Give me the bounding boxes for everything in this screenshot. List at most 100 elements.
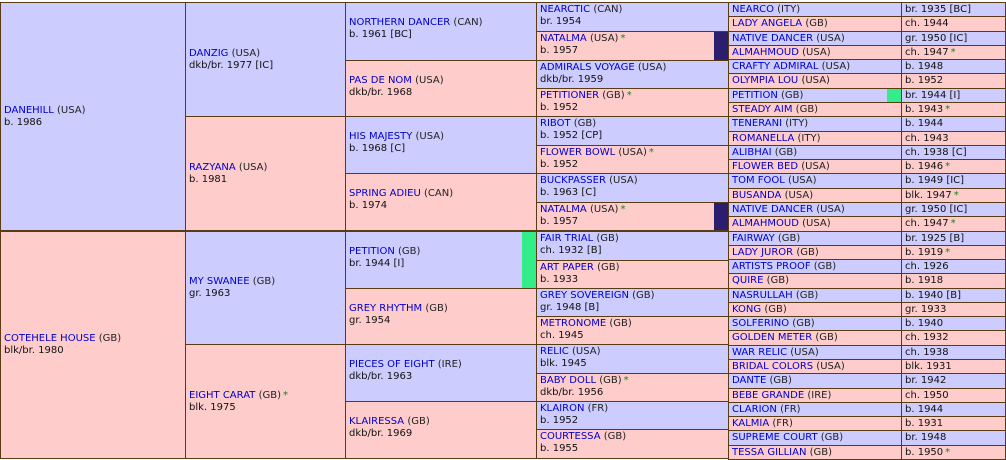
horse-link[interactable]: OLYMPIA LOU bbox=[732, 75, 799, 86]
pedigree-cell-gen4: GREY SOVEREIGN (GB) gr. 1948 [B] bbox=[536, 288, 729, 317]
horse-link[interactable]: RELIC bbox=[540, 346, 569, 357]
horse-link[interactable]: FAIRWAY bbox=[732, 233, 775, 244]
horse-info: b. 1963 [C] bbox=[540, 187, 597, 198]
horse-link[interactable]: BUCKPASSER bbox=[540, 175, 606, 186]
pedigree-cell-gen5-info: ch. 1950 bbox=[901, 388, 1006, 403]
horse-link[interactable]: COURTESSA bbox=[540, 431, 601, 442]
pedigree-cell-gen5-name: CLARION (FR) bbox=[728, 402, 902, 417]
horse-link[interactable]: KALMIA bbox=[732, 418, 770, 429]
horse-info: dkb/br. 1963 bbox=[349, 371, 413, 382]
horse-info: ch. 1926 bbox=[905, 261, 949, 272]
horse-link[interactable]: ROMANELLA bbox=[732, 133, 795, 144]
horse-link[interactable]: NASRULLAH bbox=[732, 290, 793, 301]
country-code: (USA) bbox=[238, 161, 268, 173]
country-code: (USA) bbox=[589, 204, 619, 215]
horse-info: br. 1954 bbox=[540, 16, 582, 27]
horse-link[interactable]: BRIDAL COLORS bbox=[732, 361, 814, 372]
horse-link[interactable]: DANEHILL bbox=[4, 104, 54, 116]
country-code: (USA) bbox=[816, 33, 845, 44]
horse-link[interactable]: KLAIRON bbox=[540, 403, 585, 414]
horse-info: b. 1944 bbox=[905, 404, 944, 415]
country-code: (GB) bbox=[258, 389, 281, 401]
pedigree-cell-gen5-info: gr. 1950 [IC] bbox=[901, 31, 1006, 46]
horse-link[interactable]: NEARCO bbox=[732, 4, 774, 15]
horse-link[interactable]: PETITION bbox=[349, 246, 395, 257]
pedigree-cell-gen5-info: ch. 1926 bbox=[901, 259, 1006, 274]
horse-info: dkb/br. 1956 bbox=[540, 387, 604, 398]
pedigree-cell-gen5-info: b. 1940 [B] bbox=[901, 288, 1006, 303]
horse-link[interactable]: RAZYANA bbox=[189, 161, 236, 173]
horse-link[interactable]: RIBOT bbox=[540, 118, 571, 129]
horse-link[interactable]: TESSA GILLIAN bbox=[732, 447, 807, 458]
country-code: (FR) bbox=[587, 403, 609, 414]
horse-info: b. 1986 bbox=[4, 116, 43, 128]
horse-link[interactable]: GREY RHYTHM bbox=[349, 303, 423, 314]
horse-link[interactable]: ADMIRALS VOYAGE bbox=[540, 62, 635, 73]
horse-link[interactable]: COTEHELE HOUSE bbox=[4, 333, 96, 344]
country-code: (USA) bbox=[618, 147, 647, 158]
horse-info: b. 1974 bbox=[349, 200, 388, 211]
horse-link[interactable]: NATALMA bbox=[540, 204, 587, 215]
country-code: (GB) bbox=[603, 431, 627, 442]
star-icon: * bbox=[620, 33, 626, 44]
horse-link[interactable]: TENERANI bbox=[732, 118, 783, 129]
horse-link[interactable]: GREY SOVEREIGN bbox=[540, 290, 629, 301]
horse-link[interactable]: LADY JUROR bbox=[732, 247, 794, 258]
horse-link[interactable]: CRAFTY ADMIRAL bbox=[732, 61, 819, 72]
country-code: (GB) bbox=[792, 318, 815, 329]
horse-link[interactable]: NATIVE DANCER bbox=[732, 33, 814, 44]
horse-link[interactable]: SOLFERINO bbox=[732, 318, 790, 329]
horse-link[interactable]: DANZIG bbox=[189, 47, 229, 59]
horse-link[interactable]: LADY ANGELA bbox=[732, 18, 803, 29]
horse-link[interactable]: DANTE bbox=[732, 375, 767, 386]
horse-link[interactable]: NATALMA bbox=[540, 33, 587, 44]
pedigree-cell-gen3: PETITION (GB) br. 1944 [I] bbox=[345, 231, 537, 289]
horse-link[interactable]: EIGHT CARAT bbox=[189, 389, 256, 401]
horse-link[interactable]: METRONOME bbox=[540, 318, 607, 329]
country-code: (GB) bbox=[813, 261, 837, 272]
horse-link[interactable]: CLARION bbox=[732, 404, 777, 415]
horse-link[interactable]: QUIRE bbox=[732, 275, 764, 286]
horse-link[interactable]: FLOWER BOWL bbox=[540, 147, 616, 158]
star-icon: * bbox=[626, 90, 632, 101]
horse-link[interactable]: ALIBHAI bbox=[732, 147, 772, 158]
pedigree-cell-gen4: RELIC (USA) blk. 1945 bbox=[536, 344, 729, 374]
pedigree-cell-gen5-info: ch. 1943 bbox=[901, 131, 1006, 146]
horse-link[interactable]: TOM FOOL bbox=[732, 175, 785, 186]
horse-info: blk. 1947 bbox=[905, 190, 952, 201]
horse-info: gr. 1954 bbox=[349, 315, 391, 326]
horse-link[interactable]: PIECES OF EIGHT bbox=[349, 359, 435, 370]
horse-info: b. 1949 [IC] bbox=[905, 175, 965, 186]
horse-info: gr. 1963 bbox=[189, 288, 231, 299]
country-code: (GB) bbox=[407, 416, 430, 427]
country-code: (USA) bbox=[637, 62, 667, 73]
horse-link[interactable]: ALMAHMOUD bbox=[732, 218, 799, 229]
horse-link[interactable]: KLAIRESSA bbox=[349, 416, 405, 427]
horse-link[interactable]: NEARCTIC bbox=[540, 4, 591, 15]
horse-link[interactable]: NORTHERN DANCER bbox=[349, 17, 451, 28]
horse-link[interactable]: PAS DE NOM bbox=[349, 75, 412, 86]
horse-link[interactable]: PETITION bbox=[732, 90, 778, 101]
horse-link[interactable]: PETITIONER bbox=[540, 90, 600, 101]
pedigree-cell-gen5-info: b. 1948 bbox=[901, 59, 1006, 74]
horse-link[interactable]: NATIVE DANCER bbox=[732, 204, 814, 215]
horse-link[interactable]: HIS MAJESTY bbox=[349, 131, 413, 142]
horse-link[interactable]: KONG bbox=[732, 304, 762, 315]
horse-info: b. 1940 bbox=[905, 318, 944, 329]
horse-link[interactable]: ART PAPER bbox=[540, 262, 594, 273]
horse-link[interactable]: ARTISTS PROOF bbox=[732, 261, 811, 272]
horse-link[interactable]: BEBE GRANDE bbox=[732, 390, 805, 401]
horse-link[interactable]: FAIR TRIAL bbox=[540, 233, 594, 244]
country-code: (USA) bbox=[609, 175, 638, 186]
horse-link[interactable]: SPRING ADIEU bbox=[349, 188, 421, 199]
horse-link[interactable]: GOLDEN METER bbox=[732, 332, 813, 343]
horse-link[interactable]: BUSANDA bbox=[732, 190, 782, 201]
horse-link[interactable]: FLOWER BED bbox=[732, 161, 799, 172]
horse-link[interactable]: WAR RELIC bbox=[732, 347, 788, 358]
horse-link[interactable]: BABY DOLL bbox=[540, 375, 597, 386]
horse-link[interactable]: SUPREME COURT bbox=[732, 432, 818, 443]
country-code: (USA) bbox=[589, 33, 619, 44]
horse-link[interactable]: ALMAHMOUD bbox=[732, 47, 799, 58]
horse-link[interactable]: MY SWANEE bbox=[189, 276, 250, 287]
horse-link[interactable]: STEADY AIM bbox=[732, 104, 793, 115]
